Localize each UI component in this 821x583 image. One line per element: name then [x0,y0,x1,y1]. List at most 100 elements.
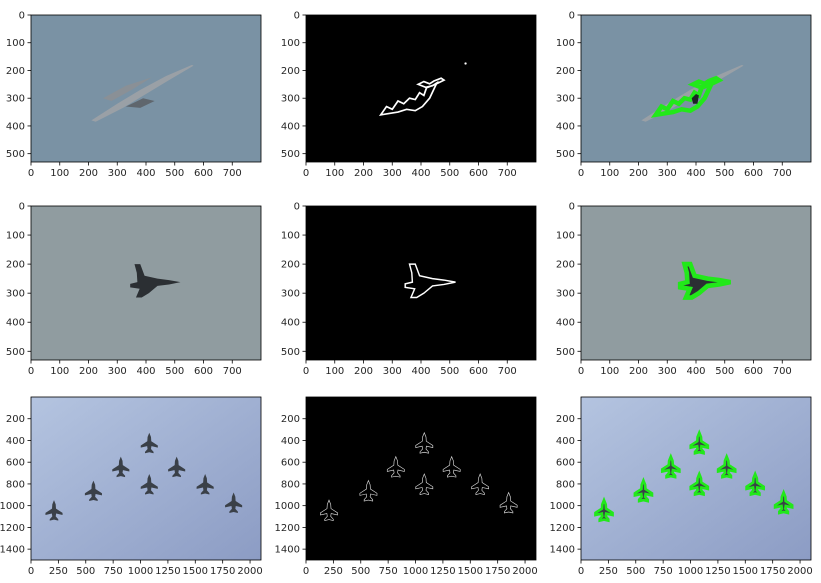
edge-outline-icon [306,206,536,360]
x-tick-label: 100 [325,366,344,377]
x-tick-label: 250 [49,566,68,577]
contour-line [660,453,681,479]
x-tick-label: 2000 [787,566,812,577]
contour-line [689,470,710,497]
y-tick-label: 400 [556,121,575,132]
axes-frame [580,396,812,561]
y-tick-label: 600 [281,458,300,469]
y-tick-label: 0 [569,202,575,213]
y-tick-label: 300 [6,289,25,300]
x-tick-label: 300 [658,168,677,179]
x-tick-label: 2000 [237,566,262,577]
x-tick-label: 200 [354,366,373,377]
y-tick-label: 1000 [275,501,300,512]
y-tick-label: 200 [281,260,300,271]
contour-line [716,453,737,479]
panel-row3-original: 0 250 500 750 1000 1250 1500 1750 20002004006008… [0,396,263,577]
x-tick-label: 2000 [512,566,537,577]
x-tick-label: 400 [136,366,155,377]
y-tick-label: 200 [281,66,300,77]
x-tick-label: 300 [383,366,402,377]
x-tick-label: 250 [324,566,343,577]
jet-silhouette [112,456,130,478]
x-tick-label: 500 [440,366,459,377]
y-tick-label: 0 [19,11,25,22]
x-tick-label: 300 [108,168,127,179]
x-tick-label: 300 [658,366,677,377]
y-tick-label: 200 [556,260,575,271]
panel-row3-edges: 0 250 500 750 1000 1250 1500 1750 20002004006008… [275,396,538,577]
x-tick-label: 100 [50,168,69,179]
axes-frame [305,396,537,561]
x-tick-label: 750 [104,566,123,577]
transport-plane-icon [31,15,261,162]
y-tick-label: 300 [281,94,300,105]
y-tick-label: 400 [6,121,25,132]
edge-speck [464,62,467,65]
y-tick-label: 200 [6,66,25,77]
edge-outline [471,473,490,495]
y-tick-label: 200 [556,66,575,77]
x-tick-label: 0 [303,366,309,377]
x-tick-label: 1250 [155,566,180,577]
y-tick-label: 400 [281,121,300,132]
panel-row3-overlay: 0 250 500 750 1000 1250 1500 1750 20002004006008… [550,396,813,577]
x-tick-label: 500 [440,168,459,179]
x-tick-label: 1000 [128,566,153,577]
y-tick-label: 0 [294,202,300,213]
y-tick-label: 1400 [0,545,25,556]
jet-silhouette [225,492,243,514]
panel-row2-overlay: 0 100 200 300 400 500 600 700 0 100 200 300 400 500 [556,202,812,377]
x-tick-label: 0 [303,168,309,179]
x-tick-label: 400 [686,168,705,179]
contour-line [650,75,724,118]
x-tick-label: 1500 [183,566,208,577]
y-tick-label: 500 [6,347,25,358]
y-tick-label: 100 [556,38,575,49]
contour-overlay-icon [581,206,811,360]
y-tick-label: 1400 [550,545,575,556]
contour-overlay-icon [581,15,811,162]
y-tick-label: 400 [556,318,575,329]
x-tick-label: 600 [469,366,488,377]
panel-row1-overlay: 0 100 200 300 400 500 600 700 0 100 200 300 400 500 [556,11,812,179]
x-tick-label: 100 [325,168,344,179]
x-tick-label: 200 [79,366,98,377]
y-tick-label: 1000 [550,501,575,512]
edge-outline-icon [306,15,536,162]
x-tick-label: 700 [223,366,242,377]
jet-silhouette [45,500,63,521]
contour-line [773,489,794,515]
image-background [581,397,811,560]
y-tick-label: 400 [281,318,300,329]
x-tick-label: 1750 [485,566,510,577]
edge-outline [404,263,456,299]
y-tick-label: 200 [6,414,25,425]
edge-outline [499,491,518,514]
y-tick-label: 500 [281,347,300,358]
contour-line [633,477,654,503]
y-tick-label: 1200 [275,523,300,534]
y-tick-label: 300 [556,94,575,105]
edge-outline [359,479,378,502]
x-tick-label: 200 [629,366,648,377]
y-tick-label: 800 [281,479,300,490]
contour-line [689,429,710,455]
x-tick-label: 1000 [678,566,703,577]
x-tick-label: 750 [654,566,673,577]
x-tick-label: 250 [599,566,618,577]
x-tick-label: 700 [498,168,517,179]
y-tick-label: 800 [556,479,575,490]
x-tick-label: 300 [383,168,402,179]
x-tick-label: 600 [744,168,763,179]
x-tick-label: 500 [626,566,645,577]
y-tick-label: 100 [6,38,25,49]
contour-line [677,261,731,300]
x-tick-label: 1750 [760,566,785,577]
x-tick-label: 600 [744,366,763,377]
y-tick-label: 1000 [0,501,25,512]
x-tick-label: 400 [136,168,155,179]
y-tick-label: 200 [556,414,575,425]
image-background [306,397,536,560]
